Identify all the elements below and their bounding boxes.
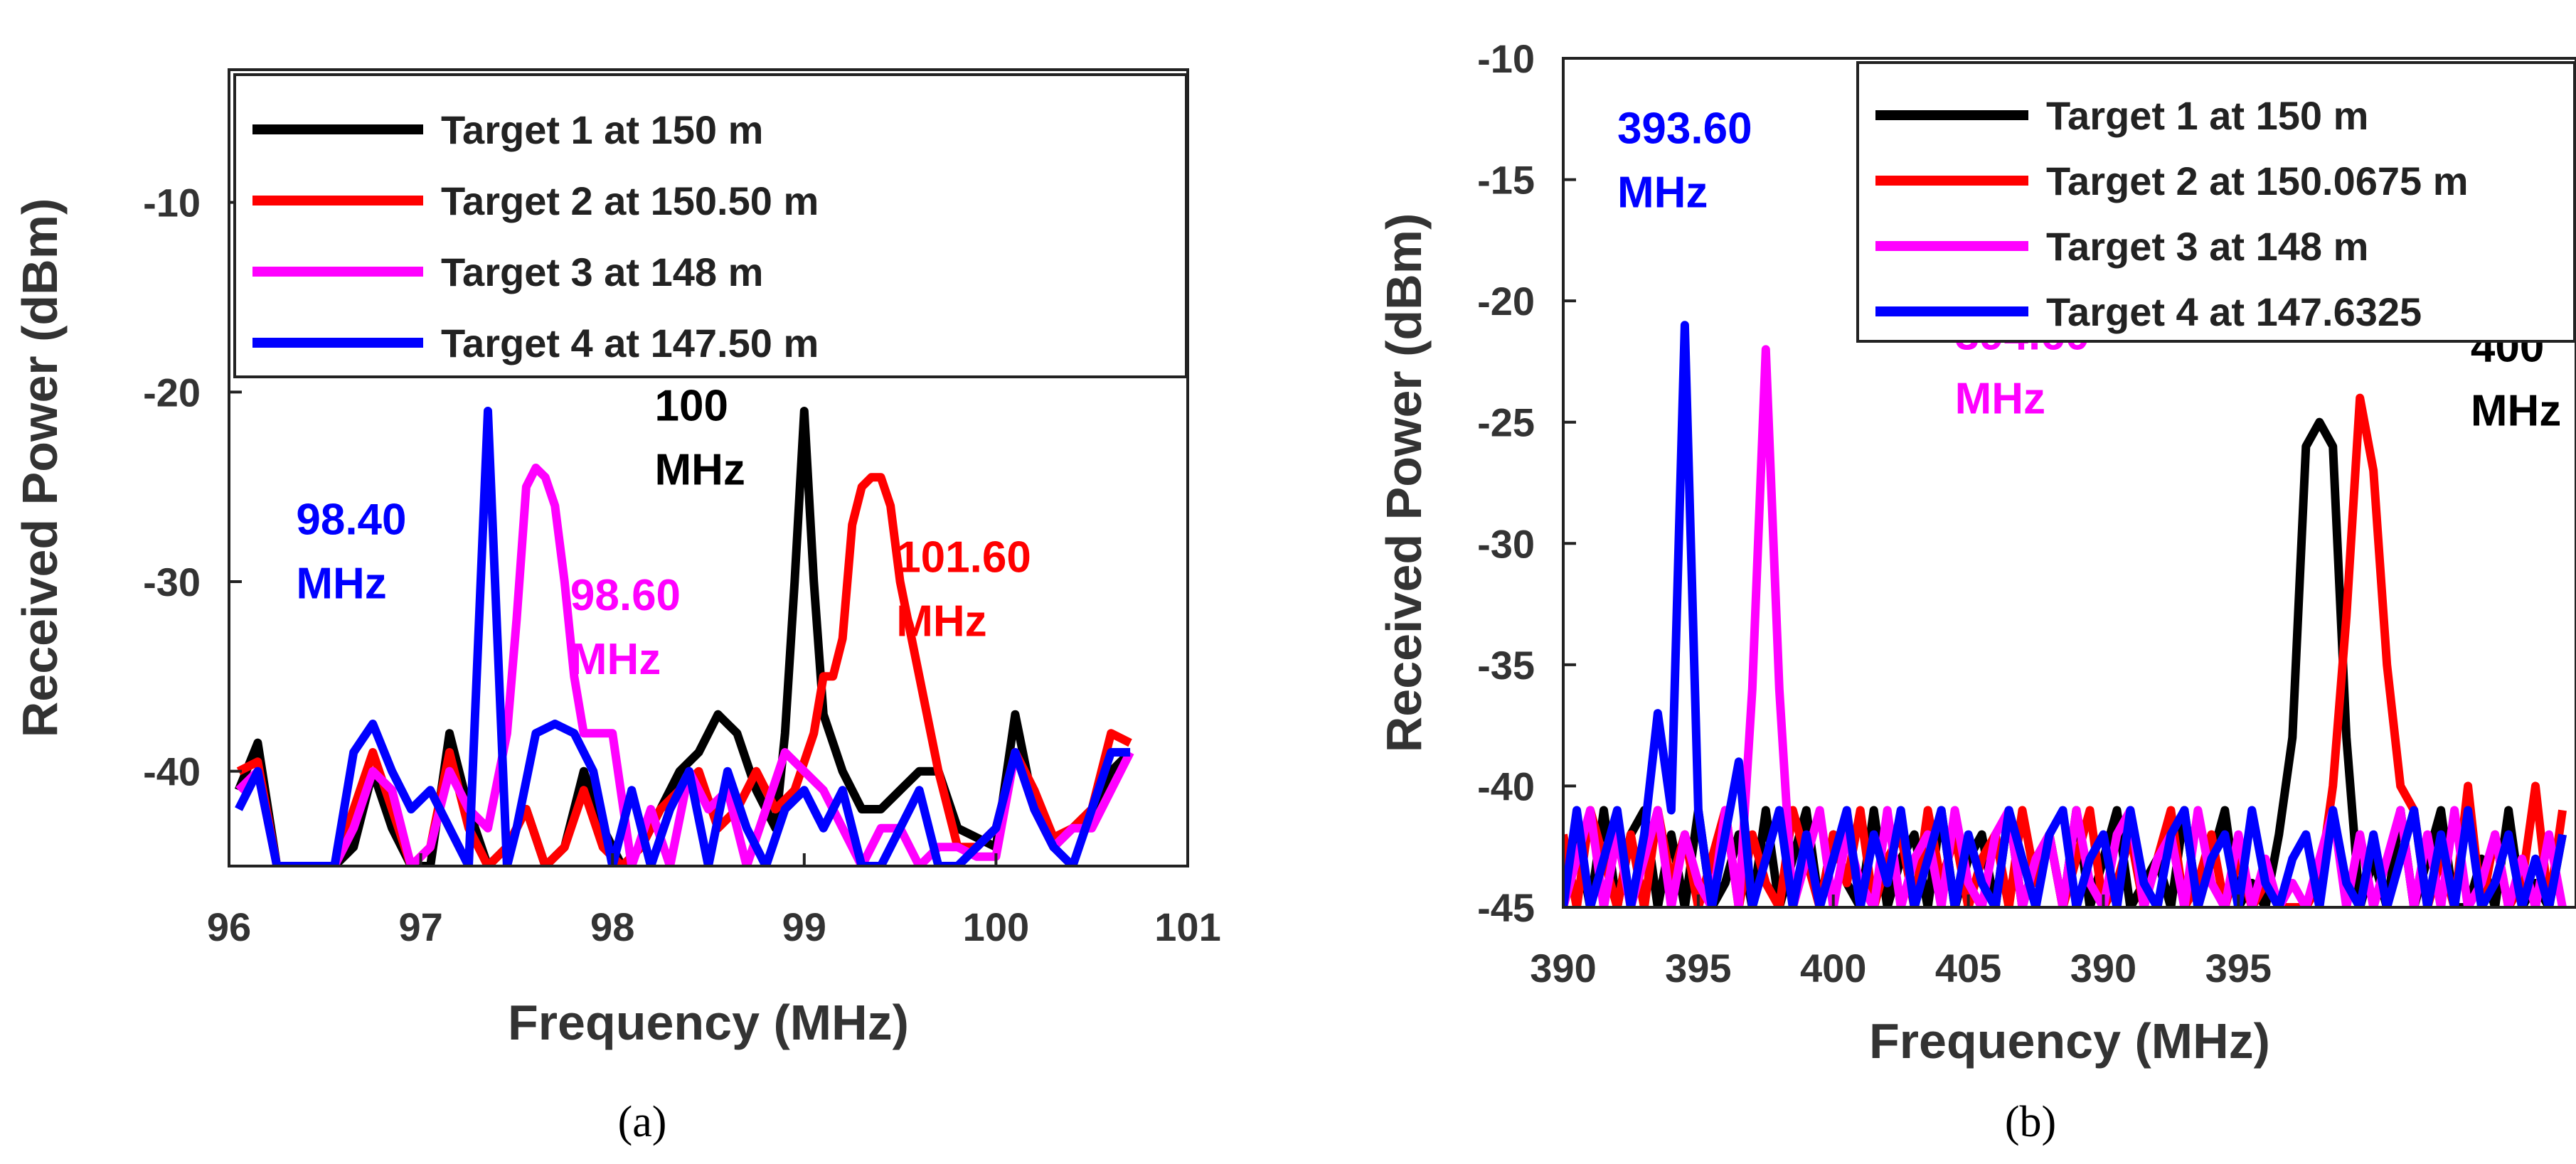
panel-a-peak-annotation-2-unit: MHz: [570, 635, 661, 684]
panel-b-xtick-label-405: 405: [1935, 946, 2001, 991]
panel-b-peak-annotation-3-unit: MHz: [2471, 386, 2561, 435]
panel-b-xtick-label-390: 390: [2070, 946, 2136, 991]
panel-b-ytick-label-20: -20: [1477, 279, 1535, 324]
panel-a-ytick-label-40: -40: [143, 749, 201, 794]
panel-a-plot-frame: [228, 68, 1189, 867]
panel-b-peak-annotation-1-unit: MHz: [1617, 168, 1708, 217]
panel-a-peak-annotation-3-unit: MHz: [655, 445, 745, 494]
panel-a-series-4-line: [235, 407, 1131, 866]
panel-a-caption: (a): [618, 1098, 667, 1146]
panel-b-legend-entry-4: Target 4 at 147.6325: [2046, 289, 2422, 334]
panel-a-peak-annotation-2-value: 98.60: [570, 571, 681, 620]
panel-a-peak-annotation-1-value: 98.40: [296, 495, 406, 544]
panel-b-caption: (b): [2005, 1098, 2056, 1146]
panel-a-peak-annotation-1-unit: MHz: [296, 559, 386, 608]
panel-b-xaxis-label: Frequency (MHz): [1869, 1013, 2270, 1069]
panel-a-legend-entry-4: Target 4 at 147.50 m: [441, 321, 819, 365]
panel-b-xtick-label-395: 395: [2205, 946, 2272, 991]
panel-b-legend: Target 1 at 150 m Target 2 at 150.0675 m T…: [1856, 61, 2576, 343]
panel-b-ytick-label-35: -35: [1477, 643, 1535, 688]
panel-a-xtick-label-97: 97: [398, 904, 442, 949]
panel-a-xtick-label-98: 98: [590, 904, 634, 949]
panel-b-ytick-label-30: -30: [1477, 521, 1535, 566]
panel-a-xtick-label-101: 101: [1154, 904, 1220, 949]
panel-a-series-1-line: [234, 407, 1134, 866]
panel-a-yaxis-label: Received Power (dBm): [12, 198, 68, 738]
panel-b-xtick-label-395: 395: [1665, 946, 1731, 991]
panel-b-series-3-line: [1563, 345, 2567, 907]
panel-b-ytick-label-25: -25: [1477, 400, 1535, 445]
panel-b-series-4-line: [1563, 321, 2567, 907]
panel-a-xtick-label-99: 99: [782, 904, 826, 949]
panel-b-yaxis-label: Received Power (dBm): [1376, 213, 1432, 753]
panel-b-ytick-label-10: -10: [1477, 36, 1535, 81]
panel-b-xtick-label-390: 390: [1530, 946, 1596, 991]
panel-b-peak-annotation-1-value: 393.60: [1617, 104, 1752, 153]
panel-b-ytick-label-15: -15: [1477, 158, 1535, 203]
panel-a-peak-annotation-4-unit: MHz: [896, 597, 986, 646]
panel-a-xtick-label-100: 100: [963, 904, 1029, 949]
panel-a-peak-annotation-4-value: 101.60: [896, 533, 1031, 582]
panel-a-legend-entry-2: Target 2 at 150.50 m: [441, 178, 819, 223]
panel-b-peak-annotation-2-unit: MHz: [1955, 374, 2045, 423]
panel-a-peak-annotation-3-value: 100: [655, 381, 728, 430]
panel-a-chart: 96 97 98 99 100 101 -40 -30 -20 -10 Frequency (MHz…: [12, 68, 1221, 1050]
panel-a-ytick-label-10: -10: [143, 181, 201, 225]
panel-b-chart: 390 395 400 405 390 395 -45 -40 -35 -30 -25 -20 -15 -…: [1376, 36, 2576, 1069]
panel-a-ytick-label-30: -30: [143, 560, 201, 604]
panel-b-legend-entry-1: Target 1 at 150 m: [2046, 93, 2368, 138]
panel-b-plot-frame: [1562, 57, 2576, 909]
panel-b-ytick-label-45: -45: [1477, 885, 1535, 930]
panel-a-ytick-label-20: -20: [143, 370, 201, 415]
panel-a-legend: Target 1 at 150 m Target 2 at 150.50 m Tar…: [233, 73, 1188, 378]
panel-a-series-3-line: [235, 464, 1134, 866]
panel-b-ytick-label-40: -40: [1477, 764, 1535, 808]
panel-b-legend-box: [1856, 61, 2576, 343]
panel-a-legend-entry-1: Target 1 at 150 m: [441, 107, 763, 152]
panel-b-legend-entry-3: Target 3 at 148 m: [2046, 224, 2368, 269]
panel-a-legend-entry-3: Target 3 at 148 m: [441, 250, 763, 294]
panel-a-xtick-label-96: 96: [207, 904, 251, 949]
panel-a-xaxis-label: Frequency (MHz): [508, 995, 909, 1050]
panel-b-legend-entry-2: Target 2 at 150.0675 m: [2046, 159, 2469, 203]
panel-b-xtick-label-400: 400: [1800, 946, 1866, 991]
